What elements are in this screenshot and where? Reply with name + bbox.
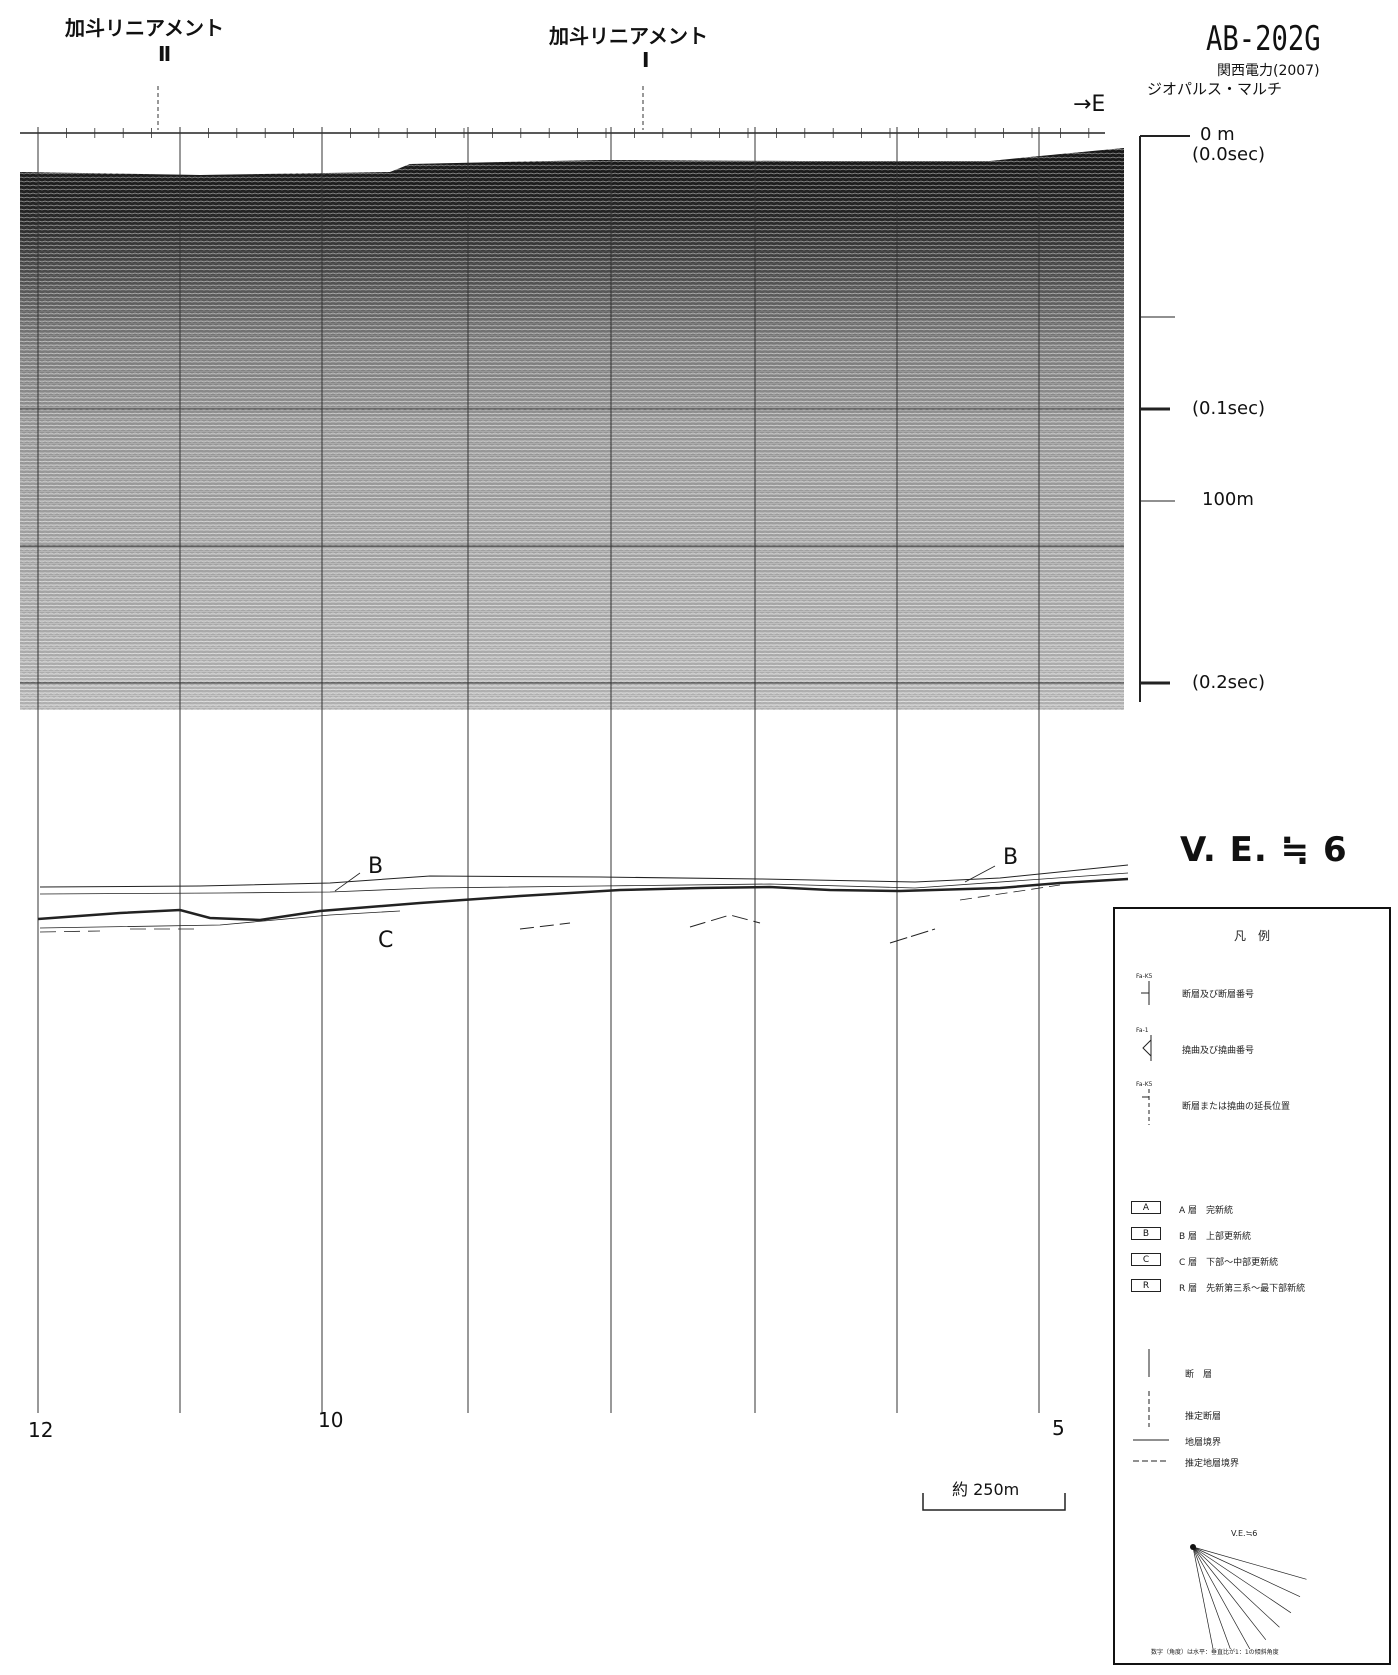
b-label-leader-left — [334, 872, 361, 892]
legend-layer-b-text: B 層 上部更新統 — [1179, 1232, 1252, 1242]
fan-ray — [1192, 1546, 1214, 1649]
dashed-reflector-2 — [519, 922, 571, 930]
lineament-1-label: 加斗リニアメント — [549, 24, 708, 48]
fault-symbol-icon — [1141, 981, 1150, 1005]
legend-fault-code: Fa-K5 — [1136, 973, 1153, 980]
legend-layer-r-text: R 層 先新第三系～最下部新統 — [1179, 1284, 1306, 1294]
dashed-reflector-3 — [689, 914, 761, 928]
legend-line-boundary: 地層境界 — [1185, 1438, 1222, 1448]
legend-line-inferred-boundary: 推定地層境界 — [1185, 1459, 1240, 1469]
depth-top-m: 0 m — [1200, 124, 1235, 145]
legend-line-inferred-fault: 推定断層 — [1185, 1412, 1222, 1422]
legend-line-symbols — [1148, 1349, 1150, 1427]
legend-extension-text: 断層または撓曲の延長位置 — [1182, 1102, 1291, 1112]
legend-extension-code: Fa-K5 — [1136, 1081, 1153, 1088]
horizon-b-lower — [39, 872, 1129, 895]
interpretation-lines — [37, 864, 1129, 944]
scale-bar-label: 約 250m — [952, 1480, 1020, 1499]
seismic-section — [20, 148, 1124, 710]
depth-scale — [1139, 135, 1190, 702]
dip-angle-fan-diagram — [1190, 1544, 1307, 1649]
horizon-c-lower — [39, 910, 401, 929]
legend-flexure-code: Fa-1 — [1136, 1027, 1149, 1034]
dashed-reflector-4 — [889, 928, 936, 944]
horizon-c-label: C — [378, 928, 394, 953]
shot-point-5: 5 — [1052, 1416, 1065, 1440]
legend-panel: 凡 例 Fa-K5 断層及び断層番号 Fa-1 撓曲及び撓曲番号 Fa-K5 断… — [1113, 907, 1391, 1665]
fan-ray — [1192, 1546, 1231, 1649]
legend-fault-text: 断層及び断層番号 — [1182, 990, 1255, 1000]
legend-title: 凡 例 — [1234, 929, 1271, 943]
fan-origin — [1190, 1544, 1196, 1550]
depth-top-sec: (0.0sec) — [1192, 144, 1266, 165]
fan-ray — [1192, 1546, 1292, 1614]
extension-symbol-icon — [1142, 1089, 1150, 1125]
shot-point-10: 10 — [318, 1408, 344, 1432]
shot-point-12: 12 — [28, 1418, 54, 1442]
legend-line-fault: 断 層 — [1185, 1370, 1213, 1380]
legend-footnote: 数字（角度）は水平：垂直比が1：1の傾斜角度 — [1151, 1649, 1279, 1656]
vertical-exaggeration: V. E. ≒ 6 — [1180, 830, 1348, 870]
lineament-2-numeral: Ⅱ — [158, 42, 172, 66]
axis-ticks — [37, 128, 1090, 138]
depth-mid-sec: (0.1sec) — [1192, 398, 1266, 419]
direction-label: →E — [1073, 92, 1106, 117]
legend-layer-a-text: A 層 完新統 — [1179, 1206, 1234, 1216]
fan-ray — [1192, 1546, 1301, 1597]
legend-boundary-symbols — [1133, 1439, 1169, 1462]
horizon-c-boundary — [37, 877, 1129, 922]
depth-bottom-sec: (0.2sec) — [1192, 672, 1266, 693]
dashed-reflector-1 — [39, 928, 200, 933]
grid-lines — [20, 127, 1124, 1413]
fan-ray — [1192, 1546, 1280, 1628]
lineament-1-numeral: Ⅰ — [642, 48, 650, 72]
fan-ray — [1192, 1546, 1307, 1580]
legend-layer-b-box: B — [1131, 1227, 1161, 1240]
legend-flexure-text: 撓曲及び撓曲番号 — [1182, 1046, 1255, 1056]
source-label: 関西電力(2007) — [1217, 63, 1320, 79]
fan-ray — [1192, 1546, 1267, 1641]
method-label: ジオパルス・マルチ — [1147, 80, 1283, 98]
lineament-2-label: 加斗リニアメント — [65, 16, 224, 40]
flexure-symbol-icon — [1142, 1035, 1152, 1061]
legend-layer-a-box: A — [1131, 1201, 1161, 1214]
horizon-b-label-right: B — [1003, 845, 1019, 870]
profile-id: AB-202G — [1206, 19, 1321, 59]
legend-layer-c-text: C 層 下部～中部更新統 — [1179, 1258, 1279, 1268]
horizon-b-boundary — [39, 864, 1129, 888]
depth-mid-m: 100m — [1202, 489, 1254, 510]
horizon-b-label-left: B — [368, 854, 384, 879]
legend-layer-r-box: R — [1131, 1279, 1161, 1292]
legend-layer-c-box: C — [1131, 1253, 1161, 1266]
fan-ray — [1192, 1546, 1251, 1649]
legend-ve-title: V.E.≒6 — [1231, 1529, 1258, 1538]
b-label-leader-right — [964, 865, 996, 883]
scale-bar — [922, 1493, 1066, 1511]
